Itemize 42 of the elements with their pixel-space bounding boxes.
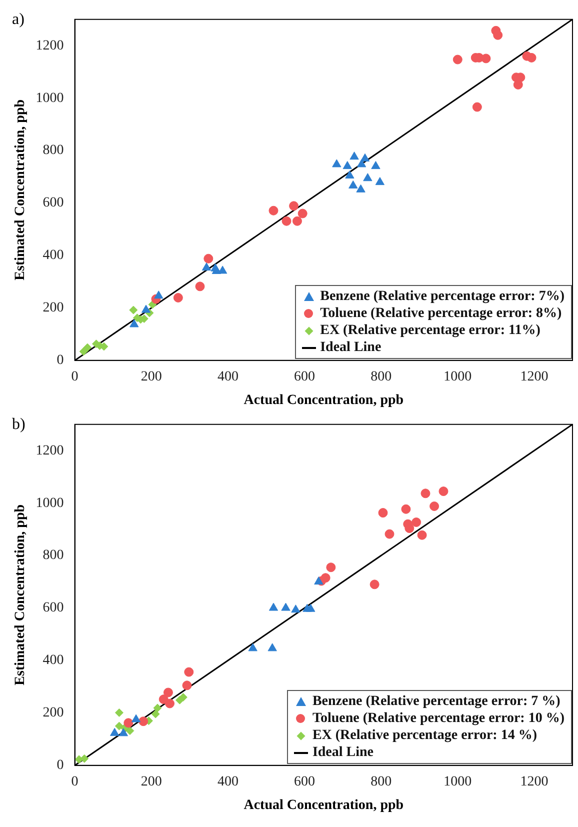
- legend-label: EX (Relative percentage error: 11%): [320, 323, 540, 338]
- x-tick-label: 600: [294, 774, 316, 790]
- x-tick-label: 400: [217, 369, 238, 384]
- y-axis-title: Estimated Concentration, ppb: [13, 99, 28, 280]
- y-tick-label: 1000: [36, 90, 64, 106]
- legend-label: Ideal Line: [320, 340, 382, 356]
- legend-label: EX (Relative percentage error: 14 %): [312, 728, 538, 744]
- y-tick-label: 1200: [36, 443, 64, 458]
- x-tick-label: 400: [217, 774, 238, 790]
- x-tick-label: 1000: [444, 774, 472, 790]
- legend-label: Ideal Line: [312, 745, 374, 760]
- y-axis-title: Estimated Concentration, ppb: [13, 504, 28, 686]
- x-tick-label: 600: [294, 369, 316, 384]
- x-tick-label: 800: [370, 774, 392, 790]
- chart-title: b): [12, 416, 26, 434]
- legend-label: Toluene (Relative percentage error: 10 %): [312, 711, 564, 726]
- x-tick-label: 1200: [520, 369, 548, 384]
- y-tick-label: 400: [42, 653, 64, 668]
- x-axis-title: Actual Concentration, ppb: [244, 798, 404, 814]
- x-tick-label: 1200: [520, 774, 548, 790]
- y-tick-label: 0: [56, 353, 64, 368]
- legend-label: Benzene (Relative percentage error: 7 %): [312, 694, 560, 710]
- y-tick-label: 1200: [36, 38, 64, 54]
- x-tick-label: 800: [370, 369, 392, 384]
- y-tick-label: 800: [42, 548, 64, 564]
- chart-title: a): [12, 11, 24, 28]
- x-axis-title: Actual Concentration, ppb: [244, 393, 404, 408]
- legend-label: Benzene (Relative percentage error: 7%): [320, 289, 564, 304]
- y-tick-label: 1000: [36, 496, 64, 511]
- x-tick-label: 200: [140, 774, 162, 790]
- x-tick-label: 0: [71, 774, 78, 790]
- legend-label: Toluene (Relative percentage error: 8%): [320, 306, 562, 322]
- y-tick-label: 0: [56, 758, 64, 774]
- x-tick-label: 1000: [444, 369, 472, 384]
- y-tick-label: 800: [42, 143, 64, 158]
- y-tick-label: 200: [42, 300, 64, 316]
- x-tick-label: 0: [71, 369, 78, 384]
- y-tick-label: 600: [42, 196, 64, 211]
- x-tick-label: 200: [140, 369, 162, 384]
- y-tick-label: 600: [42, 600, 64, 616]
- y-tick-label: 200: [42, 706, 64, 721]
- y-tick-label: 400: [42, 248, 64, 264]
